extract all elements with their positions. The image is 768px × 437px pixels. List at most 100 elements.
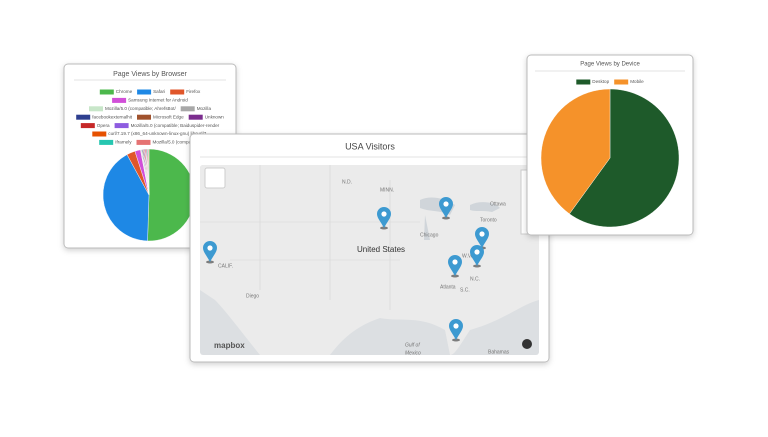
legend-item: Desktop bbox=[576, 79, 610, 85]
map-label: Mexico bbox=[405, 350, 421, 356]
pie-slice bbox=[569, 88, 680, 228]
map: N.D. MINN. United States Chicago Toronto Otta… bbox=[200, 165, 539, 356]
map-label: CALIF. bbox=[218, 263, 233, 269]
legend-label: Safari bbox=[153, 89, 165, 94]
legend-swatch bbox=[137, 114, 151, 120]
card-title: Page Views by Device bbox=[580, 62, 640, 68]
legend-swatch bbox=[112, 97, 127, 103]
map-label: N.D. bbox=[342, 179, 352, 185]
legend-swatch bbox=[76, 114, 91, 120]
legend-swatch bbox=[114, 123, 129, 129]
map-label: N.C. bbox=[470, 276, 480, 282]
map-label: Gulf of bbox=[405, 342, 420, 348]
legend-swatch bbox=[80, 123, 95, 129]
legend-label: Opera bbox=[97, 123, 110, 128]
legend-item: facebookexternalhit bbox=[76, 114, 133, 120]
pin-body bbox=[448, 255, 462, 276]
legend-item: curl/7.19.7 (x86_64-unknown-linux-gnu) l… bbox=[92, 131, 208, 137]
legend-swatch bbox=[99, 139, 114, 145]
legend-label: Iframely bbox=[115, 140, 132, 145]
legend-label: Desktop bbox=[592, 79, 609, 84]
map-attribution: mapbox bbox=[214, 341, 245, 350]
legend-item: Mobile bbox=[614, 79, 644, 85]
pin-body bbox=[439, 197, 453, 218]
map-label: S.C. bbox=[460, 287, 470, 293]
map-pin[interactable] bbox=[448, 255, 462, 278]
lakes bbox=[420, 197, 500, 240]
map-label: Ottawa bbox=[490, 201, 506, 207]
pin-body bbox=[203, 241, 217, 262]
pin-dot bbox=[207, 245, 213, 251]
map-pin[interactable] bbox=[439, 197, 453, 220]
pin-body bbox=[475, 227, 489, 248]
pin-body bbox=[377, 207, 391, 228]
legend-label: Chrome bbox=[116, 89, 133, 94]
legend-swatch bbox=[136, 139, 151, 145]
legend-item: Mozilla bbox=[180, 106, 212, 112]
legend-swatch bbox=[170, 89, 185, 95]
legend-label: Unknown bbox=[205, 114, 225, 119]
legend-label: Mozilla/5.0 (compatible; bbox=[153, 140, 201, 145]
legend-label: facebookexternalhit bbox=[92, 114, 133, 119]
pin-body bbox=[470, 245, 484, 266]
legend-label: Samsung Internet for Android bbox=[128, 98, 188, 103]
card-title: Page Views by Browser bbox=[113, 71, 187, 78]
device-card: Page Views by Device Desktop Mobile bbox=[526, 54, 694, 236]
map-label: United States bbox=[357, 245, 405, 254]
legend-swatch bbox=[89, 106, 103, 112]
map-label: Diego bbox=[246, 293, 259, 299]
pie-slice bbox=[540, 88, 611, 215]
map-card: USA Visitors N.D. MINN. United States Chica… bbox=[189, 133, 550, 363]
map-pin[interactable] bbox=[377, 207, 391, 230]
map-pin[interactable] bbox=[203, 241, 217, 264]
legend-item: Mozilla/5.0 (compatible; bbox=[136, 139, 201, 145]
legend-item: Firefox bbox=[170, 89, 201, 95]
legend-swatch bbox=[614, 79, 629, 85]
legend-item: Iframely bbox=[99, 140, 132, 145]
map-label: Toronto bbox=[480, 217, 497, 223]
map-pin[interactable] bbox=[449, 319, 463, 342]
pin-dot bbox=[479, 231, 485, 237]
legend-label: Mozilla/5.0 (compatible; AhrefsBot/ bbox=[105, 106, 176, 111]
pin-dot bbox=[452, 259, 458, 265]
card-title: USA Visitors bbox=[345, 141, 395, 151]
legend-label: Mozilla/5.0 (compatible; Baiduspider-ren… bbox=[131, 123, 220, 128]
map-label: Bahamas bbox=[488, 349, 510, 355]
legend-label: Firefox bbox=[186, 89, 201, 94]
borders bbox=[200, 165, 420, 310]
map-label: Atlanta bbox=[440, 284, 456, 290]
legend-label: Mobile bbox=[630, 79, 644, 84]
legend-item: Microsoft Edge bbox=[137, 114, 184, 120]
legend-swatch bbox=[92, 131, 107, 137]
map-label: Chicago bbox=[420, 232, 439, 238]
pie-slice bbox=[147, 148, 150, 196]
info-button[interactable] bbox=[522, 339, 532, 349]
map-pin[interactable] bbox=[470, 245, 484, 268]
legend-item: Mozilla/5.0 (compatible; Baiduspider-ren… bbox=[114, 123, 220, 129]
browser-card: Page Views by Browser Chrome Safari Firefo… bbox=[63, 63, 237, 249]
legend-label: Mozilla bbox=[197, 106, 212, 111]
legend-label: curl/7.19.7 (x86_64-unknown-linux-gnu) l… bbox=[108, 131, 207, 136]
legend-swatch bbox=[188, 114, 203, 120]
pin-dot bbox=[474, 249, 480, 255]
legend-swatch bbox=[576, 79, 591, 85]
pin-body bbox=[449, 319, 463, 340]
pin-dot bbox=[443, 201, 449, 207]
legend-item: Opera bbox=[80, 123, 110, 129]
legend-swatch bbox=[137, 89, 152, 95]
legend-item: Samsung Internet for Android bbox=[112, 98, 188, 103]
legend-item: Mozilla/5.0 (compatible; AhrefsBot/ bbox=[89, 106, 176, 112]
map-label: W.VA. bbox=[462, 253, 476, 259]
map-label: MINN. bbox=[380, 187, 394, 193]
legend-swatch bbox=[180, 106, 195, 112]
legend-item: Safari bbox=[137, 89, 165, 95]
layer-button[interactable] bbox=[204, 167, 226, 189]
pie-slice bbox=[102, 154, 150, 242]
legend-label: Microsoft Edge bbox=[153, 114, 184, 119]
pin-dot bbox=[453, 323, 459, 329]
legend-item: Chrome bbox=[99, 89, 133, 95]
legend-item: Unknown bbox=[188, 114, 225, 120]
legend-swatch bbox=[99, 89, 114, 95]
